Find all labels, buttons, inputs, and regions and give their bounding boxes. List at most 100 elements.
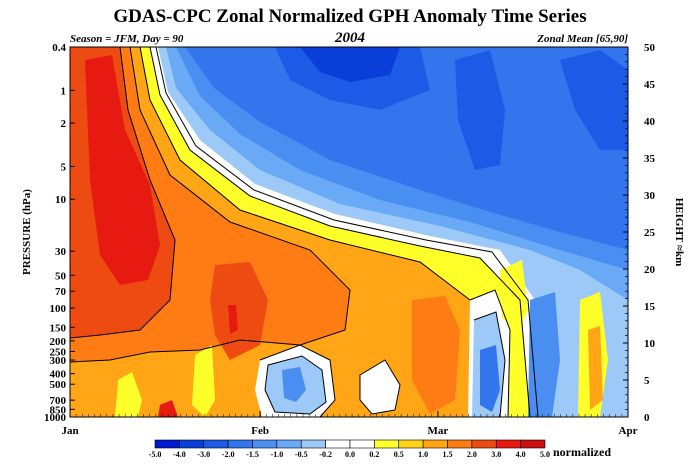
colorbar-level-label: 1.0 [418, 450, 428, 459]
pressure-tick-label: 400 [50, 369, 67, 381]
region-red-feb [210, 262, 268, 360]
height-tick-label: 15 [644, 301, 656, 313]
colorbar-level-label: -1.5 [246, 450, 259, 459]
colorbar-swatch [300, 439, 326, 449]
colorbar-swatch [179, 439, 205, 449]
colorbar-level-label: -3.0 [197, 450, 210, 459]
contour-field [70, 47, 628, 417]
colorbar-swatch [252, 439, 278, 449]
colorbar-level-label: 0.2 [369, 450, 379, 459]
year-label: 2004 [334, 30, 366, 46]
time-tick-label: Apr [619, 425, 638, 437]
contour-mar-2 [469, 289, 511, 417]
pressure-tick-label: 1000 [44, 412, 67, 424]
pressure-tick-label: 100 [50, 303, 67, 315]
height-tick-label: 50 [644, 42, 656, 54]
colorbar-swatch [227, 439, 253, 449]
region-blue-mar [480, 345, 500, 412]
colorbar-swatch [520, 439, 546, 449]
pressure-tick-label: 50 [55, 270, 67, 282]
height-tick-label: 35 [644, 153, 656, 165]
height-tick-label: 30 [644, 190, 656, 202]
colorbar-level-label: 1.5 [443, 450, 453, 459]
colorbar-level-label: 4.0 [516, 450, 526, 459]
height-tick-label: 40 [644, 116, 656, 128]
colorbar-swatch [422, 439, 448, 449]
pressure-tick-label: 700 [50, 395, 67, 407]
colorbar-level-label: 5.0 [540, 450, 550, 459]
chart-title: GDAS-CPC Zonal Normalized GPH Anomaly Ti… [113, 6, 586, 27]
pressure-tick-label: 850 [50, 404, 67, 416]
colorbar-level-label: -2.0 [222, 450, 235, 459]
contour-zero-1 [149, 47, 531, 417]
colorbar-level-label: 0.0 [345, 450, 355, 459]
region-blue-3 [185, 47, 628, 250]
region-blue-feb [282, 367, 306, 402]
colorbar-swatch [325, 439, 351, 449]
colorbar-swatch [203, 439, 229, 449]
contour-mar [359, 359, 401, 415]
height-tick-label: 20 [644, 264, 656, 276]
region-blue-7 [560, 50, 628, 150]
contour-mar-3 [473, 311, 506, 417]
zonal-mean-label: Zonal Mean [65,90] [536, 33, 628, 45]
time-axis: Jan Feb Mar Apr [61, 411, 638, 437]
contour-feb-2 [264, 355, 327, 415]
colorbar-swatch [495, 439, 521, 449]
colorbar-level-label: -1.0 [271, 450, 284, 459]
height-tick-label: 45 [644, 79, 656, 91]
colorbar-swatch [398, 439, 424, 449]
colorbar-level-label: -0.2 [319, 450, 332, 459]
pressure-axis-label: PRESSURE (hPa) [21, 189, 33, 275]
colorbar-swatch [471, 439, 497, 449]
time-tick-label: Feb [251, 425, 269, 437]
height-axis-label: HEIGHT ≈km [673, 198, 685, 267]
colorbar-level-label: -0.5 [295, 450, 308, 459]
contour-lines [70, 47, 539, 417]
region-yellow-jan [115, 372, 142, 417]
colorbar: -5.0 -4.0 -3.0 -2.0 -1.5 -1.0 -0.5 -0.2 0.0 0.2 0.… [149, 439, 550, 459]
pressure-tick-label: 300 [50, 355, 67, 367]
time-tick-label: Mar [428, 425, 449, 437]
colorbar-swatch [276, 439, 302, 449]
height-tick-label: 0 [644, 412, 650, 424]
pressure-tick-label: 0.4 [52, 42, 66, 54]
colorbar-swatch [154, 439, 180, 449]
height-tick-label: 25 [644, 227, 656, 239]
pressure-tick-label: 200 [50, 336, 67, 348]
colorbar-level-label: 3.0 [491, 450, 501, 459]
colorbar-level-label: -4.0 [173, 450, 186, 459]
pressure-tick-label: 5 [61, 161, 67, 173]
pressure-tick-label: 500 [50, 379, 67, 391]
contour-pos-1 [139, 47, 471, 301]
contour-pos-2 [70, 47, 351, 363]
colorbar-level-label: -5.0 [149, 450, 162, 459]
height-tick-label: 5 [644, 375, 650, 387]
height-tick-label: 10 [644, 338, 656, 350]
colorbar-swatch [349, 439, 375, 449]
colorbar-swatch [374, 439, 400, 449]
region-blue-late [528, 292, 560, 417]
pressure-tick-label: 2 [61, 118, 67, 130]
colorbar-level-label: 2.0 [467, 450, 477, 459]
region-white-mar [360, 360, 400, 414]
pressure-tick-label: 10 [55, 194, 67, 206]
region-yellow-jan-2 [192, 345, 215, 417]
pressure-tick-label: 30 [55, 246, 67, 258]
region-blue-5 [300, 47, 400, 82]
pressure-tick-label: 150 [50, 322, 67, 334]
region-red [85, 55, 160, 285]
region-orange-apr [588, 326, 603, 410]
pressure-tick-label: 70 [55, 286, 67, 298]
time-tick-label: Jan [61, 425, 78, 437]
season-label: Season = JFM, Day = 90 [70, 33, 184, 45]
region-red-feb-core [228, 305, 238, 334]
region-orange-mar [412, 296, 460, 414]
contour-feb [259, 344, 336, 417]
region-blue-6 [455, 50, 505, 170]
contour-red [70, 47, 176, 339]
